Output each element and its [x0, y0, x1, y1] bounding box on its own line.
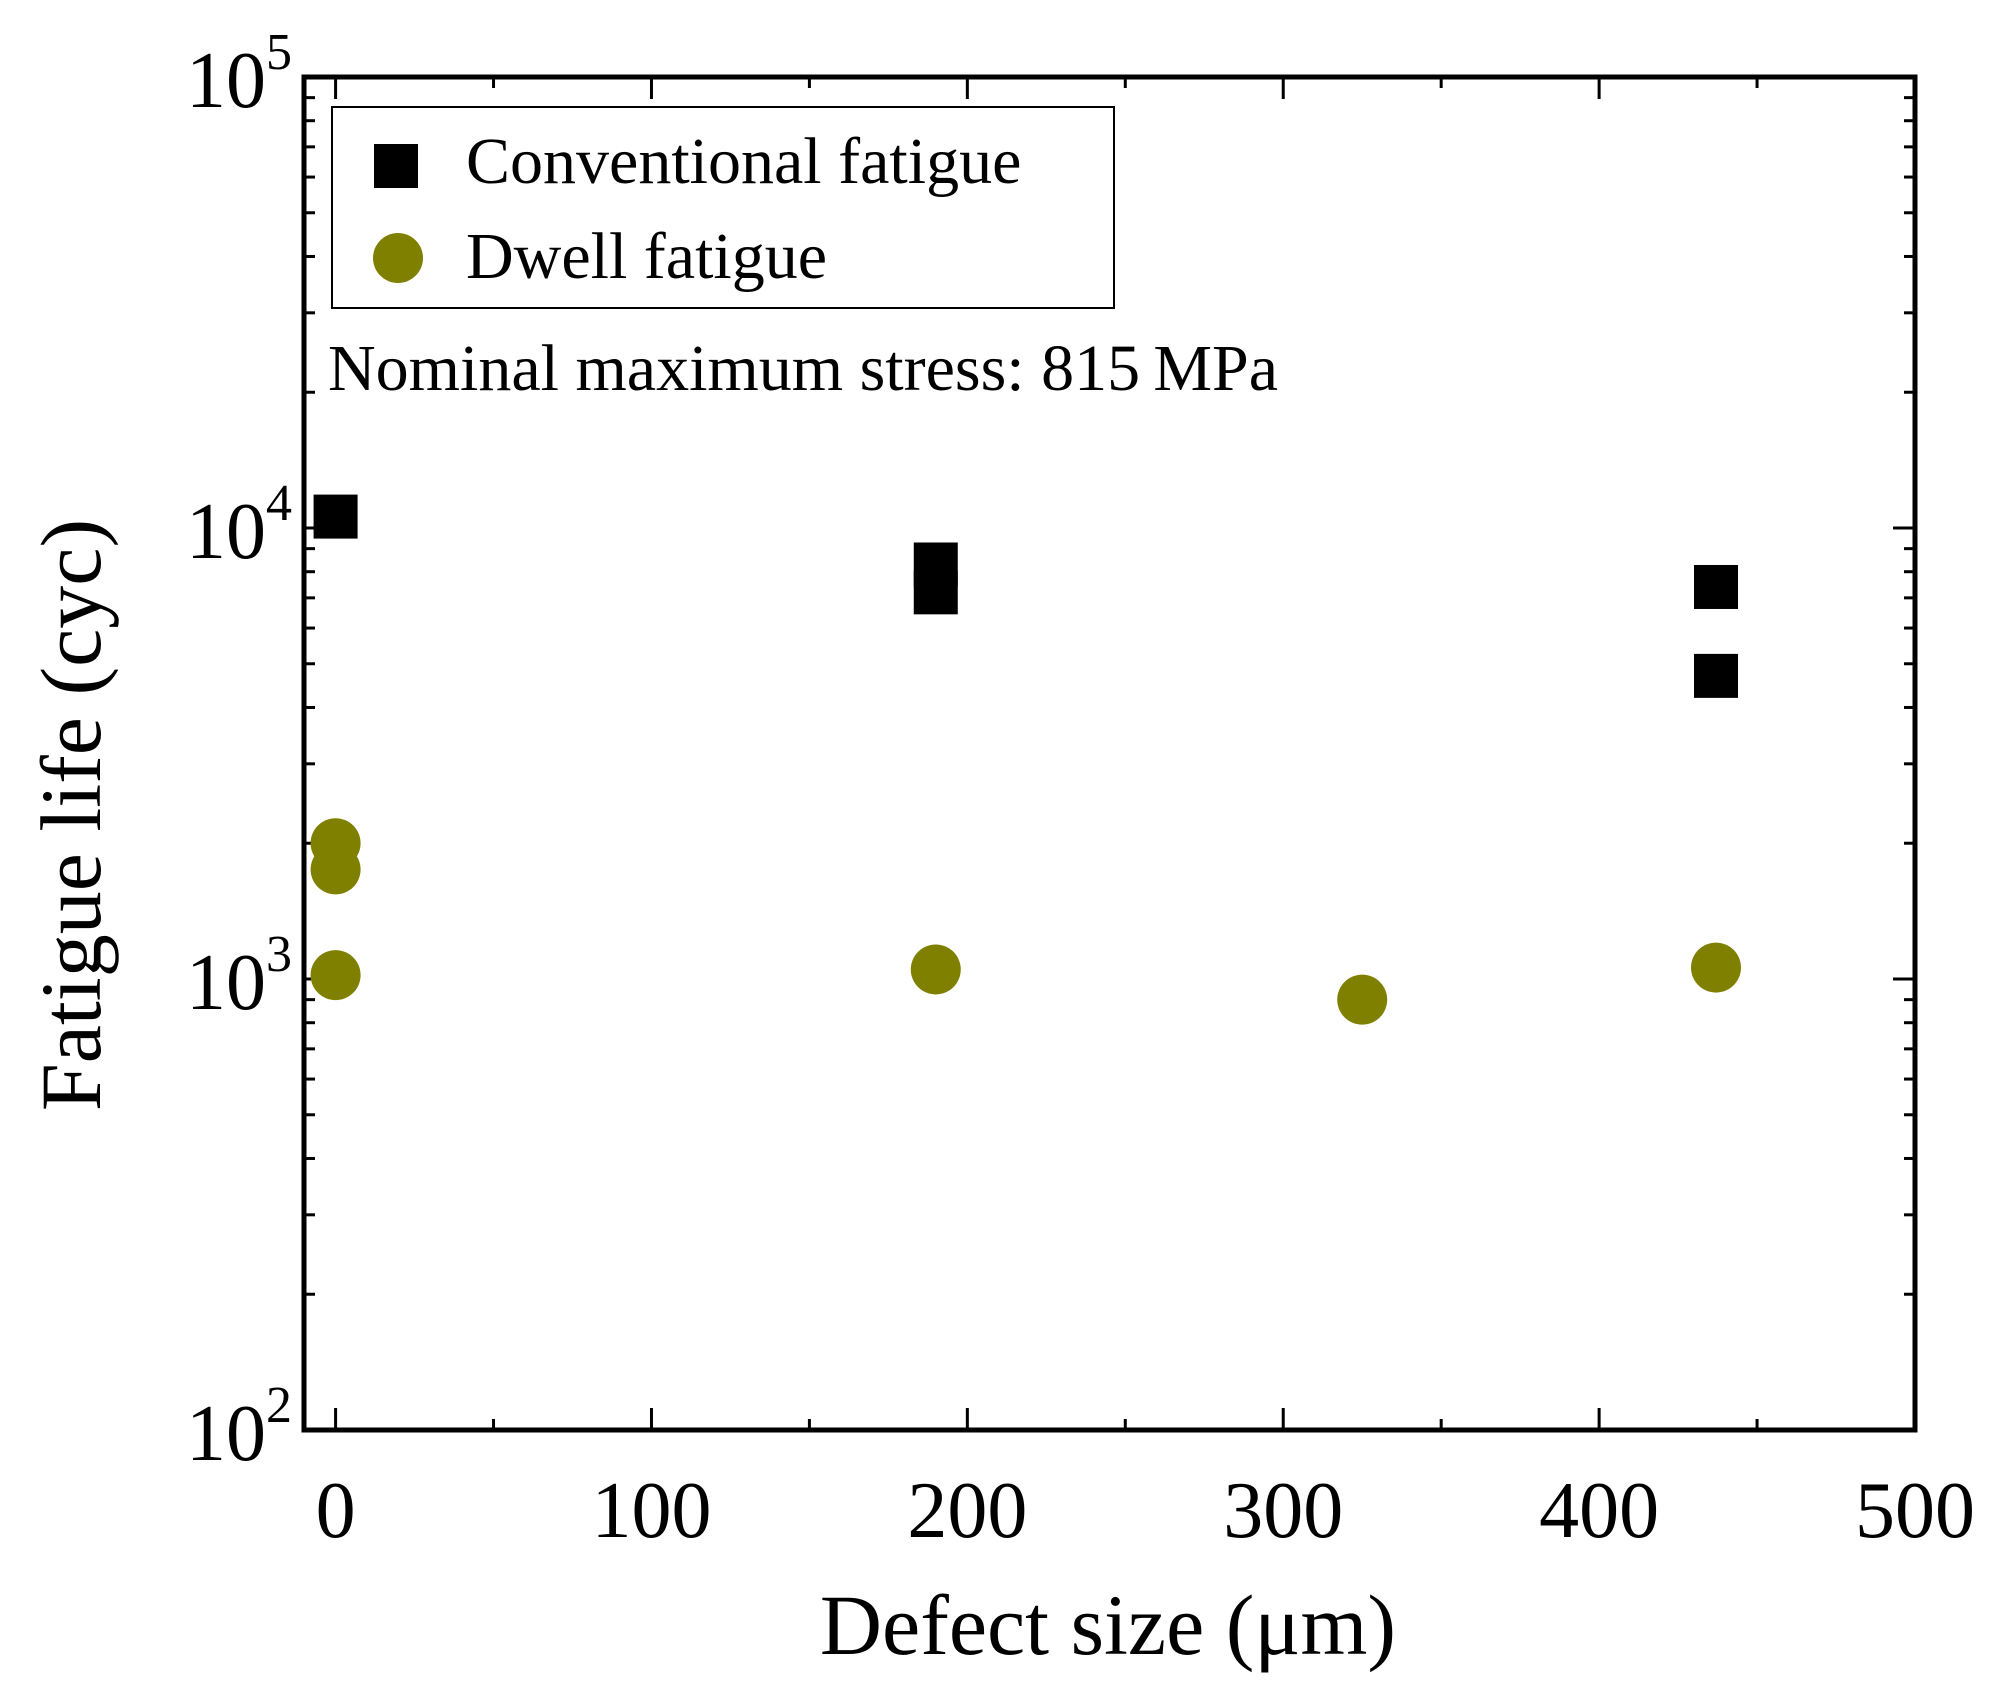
legend-marker-dwell: [373, 233, 423, 283]
stress-annotation: Nominal maximum stress: 815 MPa: [328, 332, 1278, 405]
conventional-fatigue-point: [913, 570, 958, 615]
legend: Conventional fatigue Dwell fatigue: [331, 106, 1115, 309]
y-tick-label: 103: [186, 926, 292, 1027]
dwell-fatigue-point: [1690, 942, 1741, 993]
y-tick-label: 105: [186, 24, 292, 125]
x-tick-label: 0: [316, 1467, 356, 1555]
dwell-fatigue-point: [1337, 974, 1388, 1025]
dwell-fatigue-point: [310, 950, 361, 1001]
legend-label-conventional: Conventional fatigue: [466, 125, 1021, 198]
conventional-fatigue-point: [1693, 653, 1738, 698]
x-tick-label: 500: [1855, 1467, 1975, 1555]
legend-marker-conventional: [374, 144, 418, 188]
x-tick-label: 300: [1223, 1467, 1343, 1555]
x-tick-label: 100: [591, 1467, 711, 1555]
legend-label-dwell: Dwell fatigue: [466, 220, 827, 293]
data-markers: [310, 494, 1741, 1025]
plot-area-frame: [301, 74, 1918, 1433]
x-axis-label: Defect size (μm): [820, 1577, 1396, 1673]
x-tick-labels: 0 100 200 300 400 500: [316, 1467, 1975, 1555]
legend-box: [331, 106, 1115, 309]
dwell-fatigue-point: [910, 944, 961, 995]
conventional-fatigue-point: [1693, 564, 1738, 609]
y-tick-label: 104: [186, 475, 292, 576]
y-tick-labels: 102 103 104 105: [186, 24, 292, 1478]
x-tick-label: 400: [1539, 1467, 1659, 1555]
x-tick-label: 200: [907, 1467, 1027, 1555]
conventional-fatigue-point: [313, 494, 358, 539]
y-tick-label: 102: [186, 1377, 292, 1478]
y-axis-label: Fatigue life (cyc): [23, 519, 119, 1111]
dwell-fatigue-point: [310, 844, 361, 895]
